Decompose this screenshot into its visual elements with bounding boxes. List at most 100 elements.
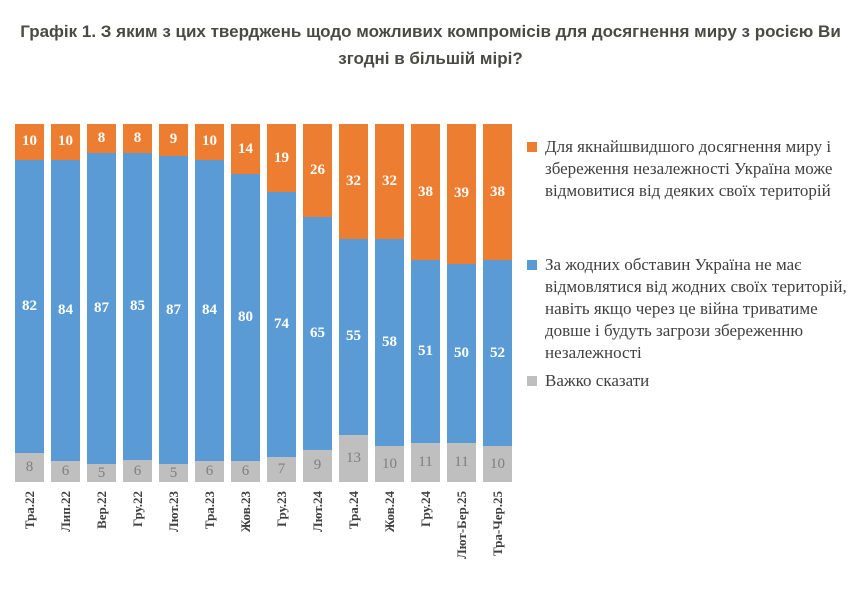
legend-entry: Для якнайшвидшого досягнення миру і збер… xyxy=(527,136,853,202)
x-axis-label-cell: Лют-Бер.25 xyxy=(447,482,476,590)
bar-value-label: 32 xyxy=(346,172,361,189)
bar-segment-series-1: 82 xyxy=(15,159,44,454)
stacked-bar: 10 84 6 xyxy=(51,124,80,482)
stacked-bar: 10 84 6 xyxy=(195,124,224,482)
bar-segment-series-2: 5 xyxy=(87,464,116,482)
x-axis-label-cell: Лют.23 xyxy=(159,482,188,590)
bar-segment-series-2: 11 xyxy=(411,442,440,482)
stacked-bar: 26 65 9 xyxy=(303,124,332,482)
bar-segment-series-0: 10 xyxy=(15,124,44,160)
bar-segment-series-2: 11 xyxy=(447,442,476,482)
x-axis-label-cell: Гру.23 xyxy=(267,482,296,590)
x-axis-label: Жов.23 xyxy=(237,491,253,533)
bar-segment-series-0: 10 xyxy=(195,124,224,160)
bar-value-label: 65 xyxy=(310,324,325,341)
bar-value-label: 52 xyxy=(490,344,505,361)
bar-segment-series-1: 55 xyxy=(339,238,368,436)
legend-marker-icon xyxy=(527,376,537,386)
plot-area: 10 82 8 Тра.22 10 84 6 Лип.22 8 87 5 Вер.22 8 85 6 Гру.… xyxy=(15,124,512,590)
bar-segment-series-1: 87 xyxy=(159,155,188,465)
bar-segment-series-0: 39 xyxy=(447,124,476,264)
bar-value-label: 87 xyxy=(94,299,109,316)
bar-segment-series-2: 9 xyxy=(303,449,332,482)
bar-segment-series-0: 9 xyxy=(159,124,188,156)
bar-value-label: 38 xyxy=(418,183,433,200)
bar-value-label: 6 xyxy=(61,462,70,479)
bar-column: 10 84 6 Лип.22 xyxy=(51,124,80,590)
x-axis-label: Гру.22 xyxy=(129,491,145,527)
chart-title: Графік 1. З яким з цих тверджень щодо мо… xyxy=(20,22,841,68)
bar-segment-series-1: 74 xyxy=(267,192,296,457)
bar-segment-series-2: 5 xyxy=(159,464,188,482)
bar-segment-series-1: 51 xyxy=(411,260,440,443)
bar-value-label: 38 xyxy=(490,183,505,200)
bar-column: 9 87 5 Лют.23 xyxy=(159,124,188,590)
stacked-bar: 8 87 5 xyxy=(87,124,116,482)
bar-value-label: 84 xyxy=(58,301,73,318)
stacked-bar: 19 74 7 xyxy=(267,124,296,482)
legend-label: За жодних обставин Україна не має відмов… xyxy=(545,255,847,362)
legend-marker-icon xyxy=(527,142,537,152)
bar-segment-series-2: 6 xyxy=(51,460,80,482)
x-axis-label: Лют.24 xyxy=(309,491,325,533)
bar-value-label: 11 xyxy=(418,453,433,470)
bar-value-label: 39 xyxy=(454,185,469,202)
bar-segment-series-2: 6 xyxy=(195,460,224,482)
bar-column: 38 52 10 Тра-Чер.25 xyxy=(483,124,512,590)
legend: Для якнайшвидшого досягнення миру і збер… xyxy=(527,100,853,392)
bar-value-label: 74 xyxy=(274,315,289,332)
bar-segment-series-0: 19 xyxy=(267,124,296,193)
x-axis-label: Тра.22 xyxy=(21,491,37,530)
bar-segment-series-0: 10 xyxy=(51,124,80,160)
bar-column: 19 74 7 Гру.23 xyxy=(267,124,296,590)
x-axis-label: Тра-Чер.25 xyxy=(489,491,505,557)
bar-segment-series-1: 65 xyxy=(303,217,332,450)
stacked-bar: 38 51 11 xyxy=(411,124,440,482)
bar-value-label: 10 xyxy=(58,133,73,150)
stacked-bar: 32 58 10 xyxy=(375,124,404,482)
stacked-bar: 38 52 10 xyxy=(483,124,512,482)
x-axis-label-cell: Тра.23 xyxy=(195,482,224,590)
bar-segment-series-0: 14 xyxy=(231,124,260,175)
bar-value-label: 51 xyxy=(418,342,433,359)
stacked-bar: 9 87 5 xyxy=(159,124,188,482)
bar-value-label: 5 xyxy=(97,464,106,481)
bar-segment-series-0: 8 xyxy=(123,124,152,153)
stacked-bar: 32 55 13 xyxy=(339,124,368,482)
legend-label: Важко сказати xyxy=(545,371,650,390)
x-axis-label-cell: Гру.24 xyxy=(411,482,440,590)
bar-column: 32 55 13 Тра.24 xyxy=(339,124,368,590)
x-axis-label-cell: Лют.24 xyxy=(303,482,332,590)
bar-value-label: 8 xyxy=(25,459,34,476)
x-axis-label: Вер.22 xyxy=(93,491,109,529)
x-axis-label: Тра.24 xyxy=(345,491,361,530)
x-axis-label: Тра.23 xyxy=(201,491,217,530)
bar-column: 32 58 10 Жов.24 xyxy=(375,124,404,590)
legend-entry: Важко сказати xyxy=(527,370,853,392)
bar-value-label: 7 xyxy=(277,460,286,477)
legend-marker-icon xyxy=(527,260,537,270)
bar-value-label: 10 xyxy=(22,133,37,150)
bar-segment-series-1: 87 xyxy=(87,152,116,465)
bar-segment-series-1: 84 xyxy=(195,159,224,461)
bar-value-label: 9 xyxy=(169,131,178,148)
bar-segment-series-2: 10 xyxy=(483,446,512,482)
bar-value-label: 14 xyxy=(238,140,253,157)
x-axis-label: Лют.23 xyxy=(165,491,181,533)
bar-segment-series-0: 26 xyxy=(303,124,332,218)
bar-value-label: 13 xyxy=(346,450,361,467)
bar-column: 26 65 9 Лют.24 xyxy=(303,124,332,590)
x-axis-label: Гру.23 xyxy=(273,491,289,527)
bar-column: 38 51 11 Гру.24 xyxy=(411,124,440,590)
x-axis-label: Лют-Бер.25 xyxy=(453,491,469,560)
stacked-bar: 8 85 6 xyxy=(123,124,152,482)
bar-value-label: 32 xyxy=(382,172,397,189)
bar-column: 8 87 5 Вер.22 xyxy=(87,124,116,590)
bar-segment-series-0: 32 xyxy=(375,124,404,239)
bar-value-label: 55 xyxy=(346,328,361,345)
bar-value-label: 8 xyxy=(97,129,106,146)
bar-segment-series-2: 7 xyxy=(267,456,296,482)
bar-column: 14 80 6 Жов.23 xyxy=(231,124,260,590)
bar-value-label: 19 xyxy=(274,149,289,166)
bar-segment-series-1: 84 xyxy=(51,159,80,461)
